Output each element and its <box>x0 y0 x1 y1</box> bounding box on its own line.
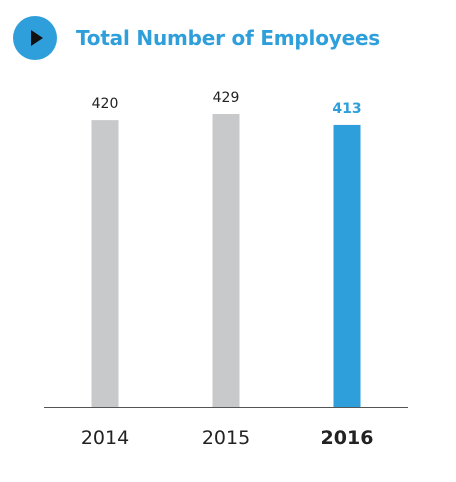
bar-2015 <box>212 114 240 407</box>
data-label-2014: 420 <box>92 96 119 112</box>
data-label-2015: 429 <box>213 90 240 106</box>
x-tick-label-2015: 2015 <box>202 427 250 449</box>
x-tick-label-2016: 2016 <box>321 427 374 449</box>
play-icon[interactable] <box>13 16 57 60</box>
play-triangle <box>31 30 43 46</box>
bar-2016 <box>333 124 361 408</box>
bar-2014 <box>91 120 119 407</box>
x-tick-label-2014: 2014 <box>81 427 129 449</box>
chart-header: Total Number of Employees <box>13 16 380 60</box>
page-title: Total Number of Employees <box>76 26 381 50</box>
data-label-2016: 413 <box>332 101 361 117</box>
